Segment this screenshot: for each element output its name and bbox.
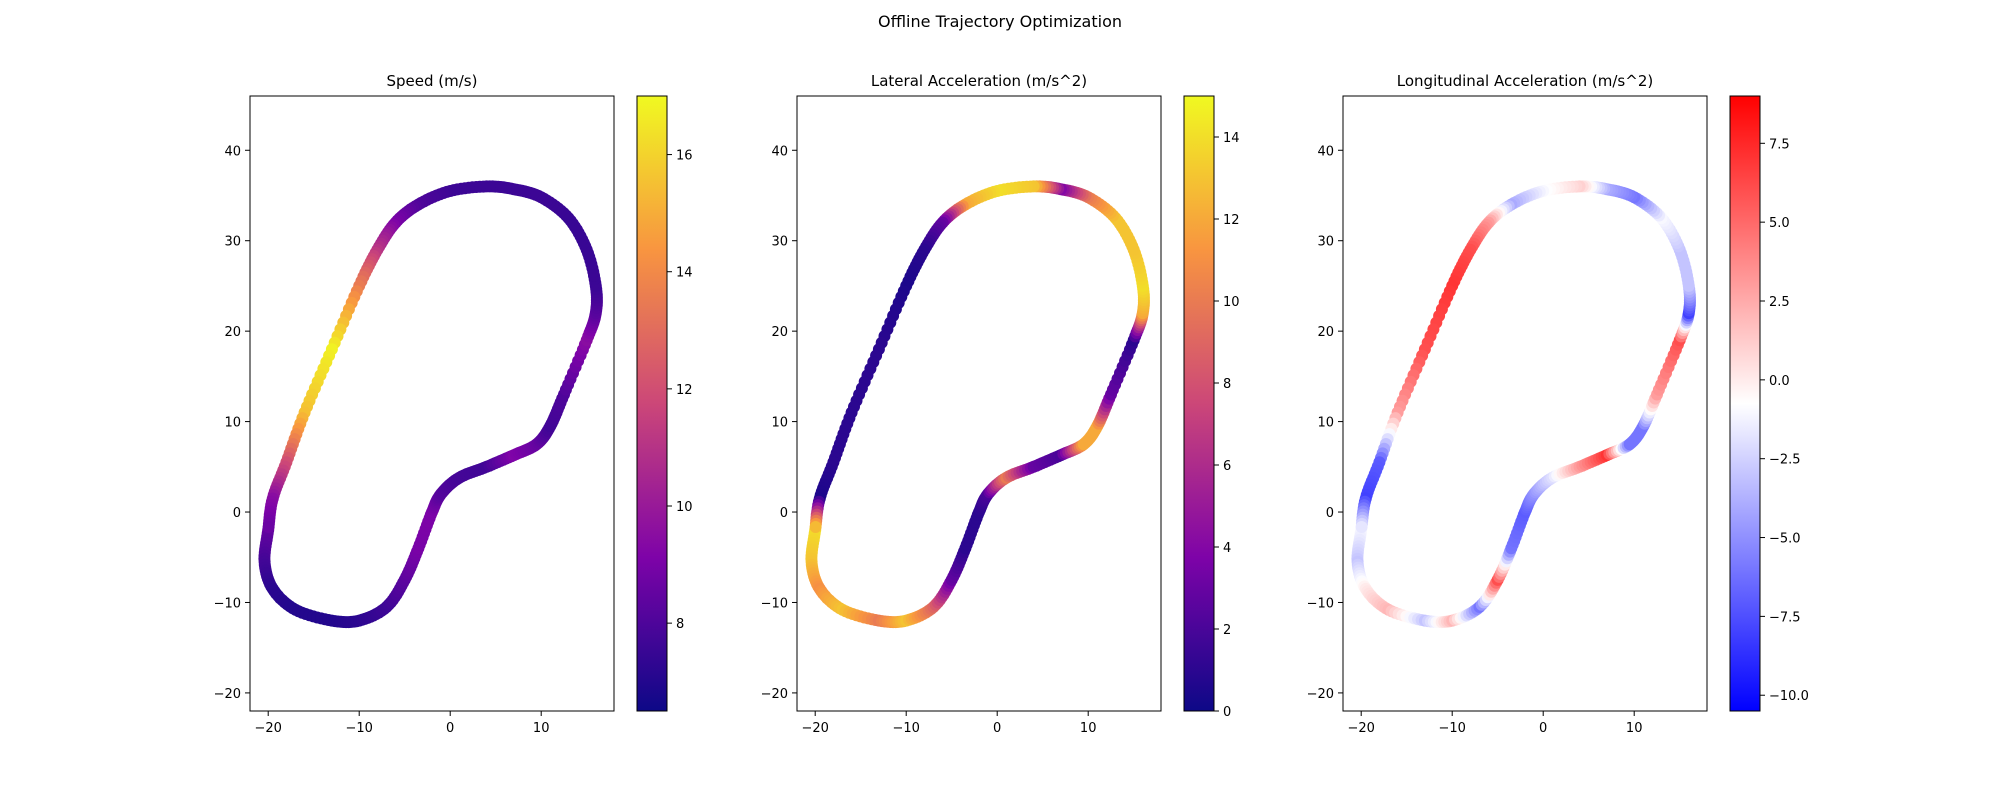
colorbar-tick-label: 0.0 xyxy=(1769,374,1790,389)
colorbar-tick-label: 16 xyxy=(676,149,693,164)
y-tick-label: −10 xyxy=(1307,596,1334,611)
x-tick-label: 0 xyxy=(1539,721,1547,736)
colorbar-tick-label: 0 xyxy=(1223,705,1231,720)
x-tick-label: −20 xyxy=(1347,721,1374,736)
panel-title: Speed (m/s) xyxy=(387,72,478,90)
y-tick-label: 20 xyxy=(771,325,788,340)
y-tick-label: 30 xyxy=(771,235,788,250)
panel-1: Speed (m/s) −20 −10 0 10 −20 −10 0 10 20 30 40 8 10 12… xyxy=(214,72,693,736)
colorbar-gradient xyxy=(1183,95,1215,712)
x-tick-label: −10 xyxy=(892,721,919,736)
track-point xyxy=(809,521,822,533)
figure-title: Offline Trajectory Optimization xyxy=(878,12,1122,31)
x-tick-label: −20 xyxy=(254,721,281,736)
panel-2: Lateral Acceleration (m/s^2) −20 −10 0 10 −20… xyxy=(761,72,1240,736)
colorbar-tick-label: 6 xyxy=(1223,459,1231,474)
colorbar-tick-label: 12 xyxy=(676,383,693,398)
y-tick-label: −10 xyxy=(761,596,788,611)
x-tick-label: −20 xyxy=(801,721,828,736)
track-points xyxy=(805,180,1150,629)
y-tick-label: −20 xyxy=(1307,687,1334,702)
y-tick-label: −20 xyxy=(214,687,241,702)
x-tick-label: 10 xyxy=(533,721,550,736)
colorbar-tick-label: 7.5 xyxy=(1769,137,1790,152)
x-tick-label: −10 xyxy=(345,721,372,736)
y-tick-label: 10 xyxy=(224,416,241,431)
y-tick-label: 10 xyxy=(1317,416,1334,431)
y-tick-label: 20 xyxy=(224,325,241,340)
colorbar-tick-label: 10 xyxy=(676,500,693,515)
x-tick-label: 0 xyxy=(446,721,454,736)
axes-frame xyxy=(796,95,1162,712)
y-tick-label: −10 xyxy=(214,596,241,611)
y-tick-label: 0 xyxy=(780,506,788,521)
panel-3: Longitudinal Acceleration (m/s^2) −20 −10 0… xyxy=(1307,72,1809,736)
colorbar-tick-label: 4 xyxy=(1223,541,1231,556)
y-tick-label: 10 xyxy=(771,416,788,431)
colorbar: 8 10 12 14 16 xyxy=(636,95,693,712)
colorbar: −10.0 −7.5 −5.0 −2.5 0.0 2.5 5.0 7.5 xyxy=(1729,95,1809,712)
y-tick-label: 30 xyxy=(1317,235,1334,250)
colorbar-gradient xyxy=(1729,95,1761,712)
y-tick-label: 40 xyxy=(771,144,788,159)
panel-title: Longitudinal Acceleration (m/s^2) xyxy=(1397,72,1653,90)
colorbar-tick-label: 14 xyxy=(1223,131,1240,146)
track-point xyxy=(262,521,275,533)
colorbar-tick-label: 8 xyxy=(676,617,684,632)
colorbar-tick-label: 12 xyxy=(1223,213,1240,228)
colorbar-tick-label: 5.0 xyxy=(1769,216,1790,231)
y-tick-label: −20 xyxy=(761,687,788,702)
y-tick-label: 40 xyxy=(224,144,241,159)
track-points xyxy=(258,180,603,629)
colorbar-gradient xyxy=(636,95,668,712)
y-tick-label: 0 xyxy=(233,506,241,521)
colorbar-tick-label: 8 xyxy=(1223,377,1231,392)
x-tick-label: 0 xyxy=(993,721,1001,736)
track-points xyxy=(1351,180,1696,629)
y-tick-label: 30 xyxy=(224,235,241,250)
x-tick-label: 10 xyxy=(1080,721,1097,736)
colorbar-tick-label: −5.0 xyxy=(1769,532,1801,547)
y-tick-label: 40 xyxy=(1317,144,1334,159)
y-tick-label: 20 xyxy=(1317,325,1334,340)
x-tick-label: −10 xyxy=(1438,721,1465,736)
y-tick-label: 0 xyxy=(1326,506,1334,521)
panel-title: Lateral Acceleration (m/s^2) xyxy=(871,72,1087,90)
axes-frame xyxy=(249,95,615,712)
x-tick-label: 10 xyxy=(1626,721,1643,736)
colorbar-tick-label: 2 xyxy=(1223,623,1231,638)
colorbar-tick-label: −10.0 xyxy=(1769,689,1809,704)
colorbar-tick-label: −2.5 xyxy=(1769,453,1801,468)
colorbar-tick-label: 14 xyxy=(676,266,693,281)
colorbar-tick-label: −7.5 xyxy=(1769,610,1801,625)
axes-frame xyxy=(1342,95,1708,712)
colorbar: 0 2 4 6 8 10 12 14 xyxy=(1183,95,1240,720)
panels: Speed (m/s)−20 −10 0 10−20−1001020304081012… xyxy=(214,72,1809,736)
track-point xyxy=(1355,521,1368,533)
colorbar-tick-label: 2.5 xyxy=(1769,295,1790,310)
colorbar-tick-label: 10 xyxy=(1223,295,1240,310)
